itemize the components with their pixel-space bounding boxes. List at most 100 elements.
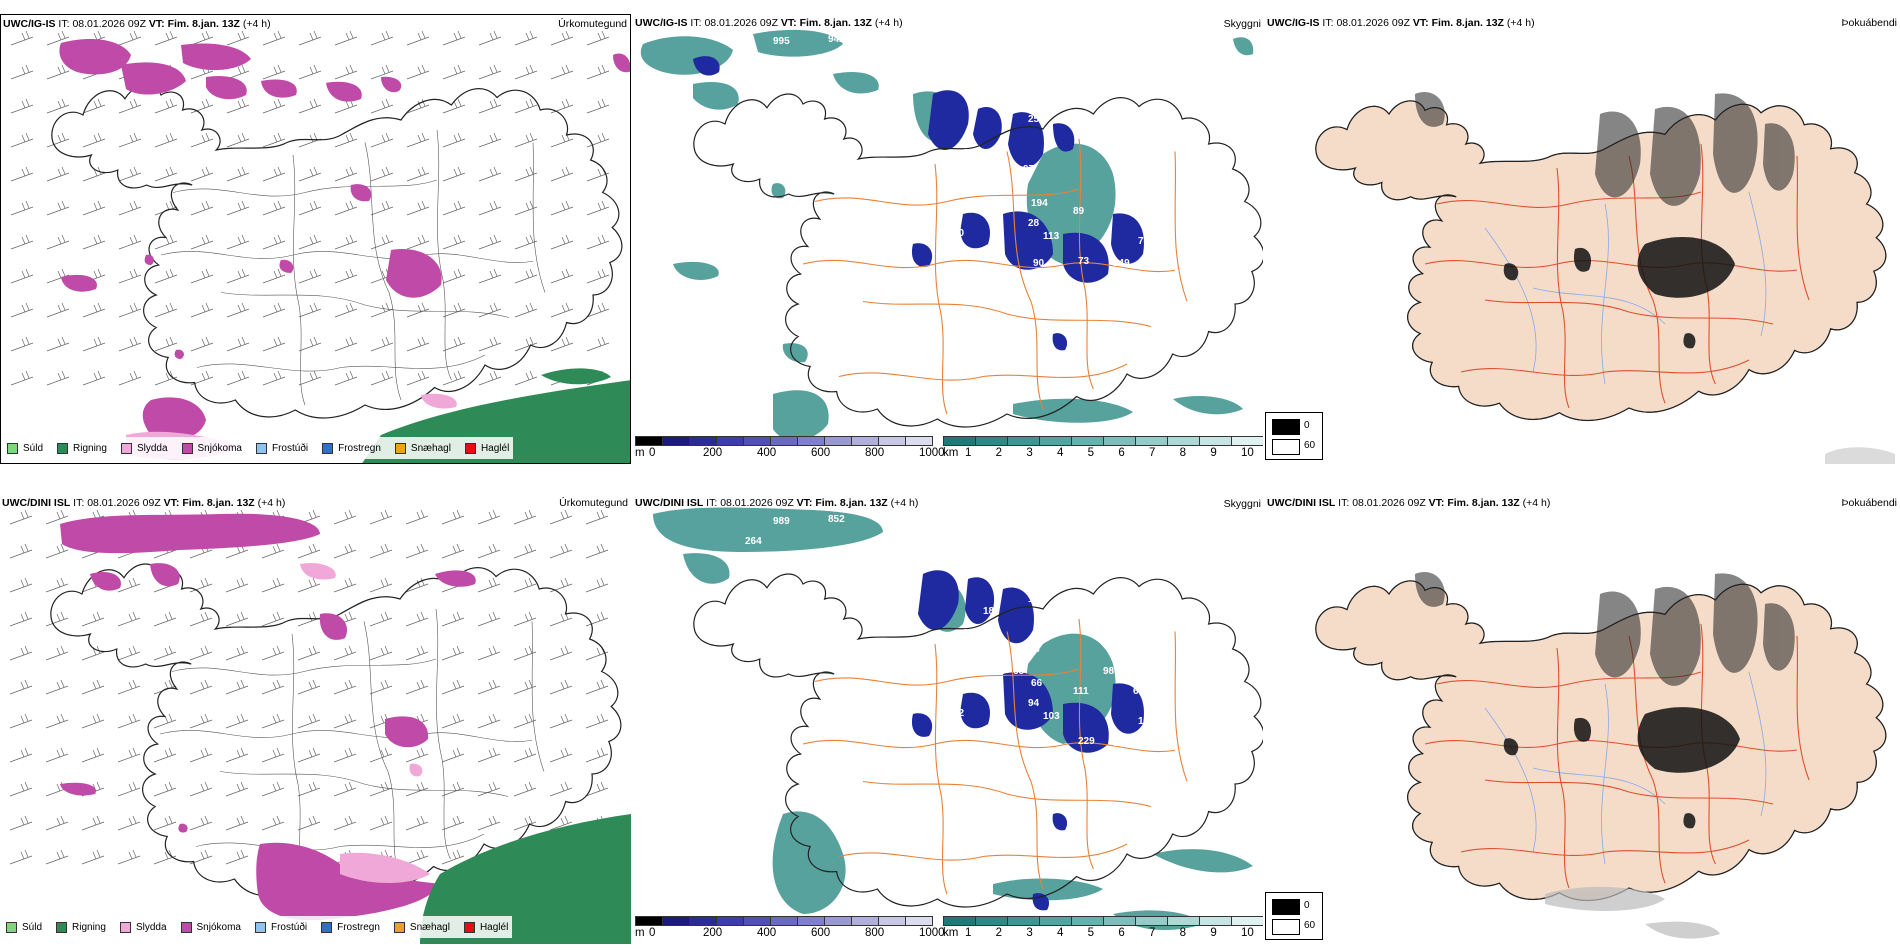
legend-label: Snæhagl — [409, 921, 450, 933]
visibility-value-label: 10 — [953, 228, 965, 239]
visibility-value-label: 852 — [771, 558, 788, 569]
visibility-value-label: 90 — [1033, 258, 1045, 269]
colorbar-tick: 8 — [1179, 927, 1187, 939]
visibility-value-label: 995 — [773, 36, 790, 47]
visibility-value-label: 149 — [1113, 258, 1130, 269]
colorbar-segment — [635, 436, 663, 446]
precip-map — [10, 30, 630, 463]
fog-indicator — [1415, 572, 1795, 686]
colorbar-tick: 0 — [649, 927, 656, 939]
legend-item: Rigning — [56, 921, 106, 933]
precip-map — [9, 509, 631, 944]
legend-label: Súld — [22, 921, 43, 933]
legend-swatch — [255, 442, 267, 454]
colorbar-segment — [1231, 916, 1263, 926]
colorbar-unit: km — [943, 447, 959, 459]
visibility-value-label: 276 — [745, 56, 762, 67]
colorbar-segment — [851, 436, 879, 446]
visibility-value-label: 194 — [1031, 198, 1048, 209]
iceland-outline — [51, 564, 621, 897]
vis-header: UWC/DINI ISL IT: 08.01.2026 09Z VT: Fim.… — [635, 497, 919, 509]
legend-label: Slydda — [135, 921, 167, 933]
legend-label: Snjókoma — [196, 921, 241, 933]
colorbar-tick: 3 — [1026, 927, 1033, 939]
colorbar-segment — [824, 916, 852, 926]
visibility-value-label: 946 — [741, 558, 758, 569]
colorbar-tick: 200 — [703, 927, 723, 939]
low-vis-areas — [693, 56, 1144, 351]
colorbar-strip — [943, 436, 1263, 449]
legend-item: Haglél — [463, 921, 508, 933]
legend-item: Snæhagl — [393, 921, 450, 933]
colorbar-segment — [1167, 436, 1200, 446]
legend-label: Snæhagl — [410, 442, 451, 454]
colorbar-strip — [943, 916, 1263, 929]
colorbar-tick: 600 — [811, 447, 831, 459]
legend-item: Haglél — [464, 442, 509, 454]
offshore-fog — [1545, 886, 1720, 939]
legend-swatch — [180, 921, 192, 933]
colorbar-segment — [878, 916, 906, 926]
colorbar-tick: 10 — [1241, 447, 1254, 459]
wind-barbs — [9, 509, 609, 865]
visibility-value-label: 97 — [1023, 164, 1035, 175]
colorbar-segment — [797, 916, 825, 926]
visibility-value-label: 264 — [745, 536, 762, 547]
visibility-value-label: 123 — [771, 78, 788, 89]
vis-title: Skyggni — [1223, 18, 1261, 30]
colorbar-segment — [770, 436, 798, 446]
colorbar-tick: 9 — [1210, 927, 1217, 939]
visibility-values: 989 852 264 946 852 923 156 153 68 66 94 111 103 102 2… — [741, 514, 1155, 749]
precip-title: Úrkomutegund — [558, 18, 627, 30]
colorbar-tick: 1000 — [919, 927, 945, 939]
visibility-value-label: 113 — [1043, 231, 1060, 242]
legend-swatch — [464, 442, 476, 454]
colorbar-segment — [943, 916, 976, 926]
fog-indicator — [1415, 92, 1795, 206]
visibility-value-label: 111 — [1073, 686, 1089, 697]
colorbar-segment — [662, 916, 690, 926]
colorbar-segment — [716, 916, 744, 926]
colorbar-tick: 4 — [1057, 927, 1064, 939]
visibility-value-label: 15 — [1013, 186, 1025, 197]
road-network — [161, 130, 545, 405]
visibility-value-label: 68 — [1013, 666, 1025, 677]
visibility-value-label: 852 — [828, 514, 845, 525]
colorbar-strip — [635, 436, 933, 449]
colorbar-tick: 2 — [995, 447, 1003, 459]
colorbar-segment — [1071, 916, 1104, 926]
visibility-map: 995 942 276 359 123 80 82 97 15 194 28 89 113 90 73 149… — [640, 29, 1263, 441]
visibility-value-label: 78 — [1138, 236, 1150, 247]
colorbar-segment — [878, 436, 906, 446]
legend-swatch — [463, 921, 475, 933]
colorbar-tick: 8 — [1179, 447, 1187, 459]
colorbar-tick: 2 — [995, 927, 1003, 939]
visibility-value-label: 28 — [1028, 218, 1040, 229]
colorbar-tick: 1000 — [919, 447, 945, 459]
dense-fog — [1503, 707, 1740, 829]
legend-item: Snjókoma — [180, 921, 241, 933]
low-vis-areas — [911, 570, 1144, 911]
cloud-key: 0 60 — [1265, 892, 1323, 940]
visibility-value-label: 66 — [1031, 678, 1043, 689]
rain-areas — [420, 814, 631, 944]
colorbar-segment — [1039, 916, 1072, 926]
colorbar-segment — [1071, 436, 1104, 446]
legend-swatch — [57, 442, 69, 454]
legend-swatch — [119, 921, 131, 933]
visibility-values: 995 942 276 359 123 80 82 97 15 194 28 89 113 90 73 149… — [741, 34, 1155, 269]
legend-label: Frostúði — [270, 921, 308, 933]
legend-item: Slydda — [120, 442, 168, 454]
legend-label: Snjókoma — [197, 442, 242, 454]
colorbar-tick: 800 — [865, 447, 885, 459]
colorbar-tick: 3 — [1026, 447, 1033, 459]
visibility-value-label: 60 — [1133, 686, 1145, 697]
legend-swatch — [254, 921, 266, 933]
precip-header: UWC/IG-IS IT: 08.01.2026 09Z VT: Fim. 8.… — [3, 18, 271, 30]
legend-swatch — [6, 921, 17, 933]
colorbar-segment — [1007, 436, 1040, 446]
colorbar-segment — [975, 436, 1008, 446]
colorbar-tick: 800 — [865, 927, 885, 939]
legend-label: Frostúði — [271, 442, 309, 454]
legend-item: Frostúði — [254, 921, 308, 933]
